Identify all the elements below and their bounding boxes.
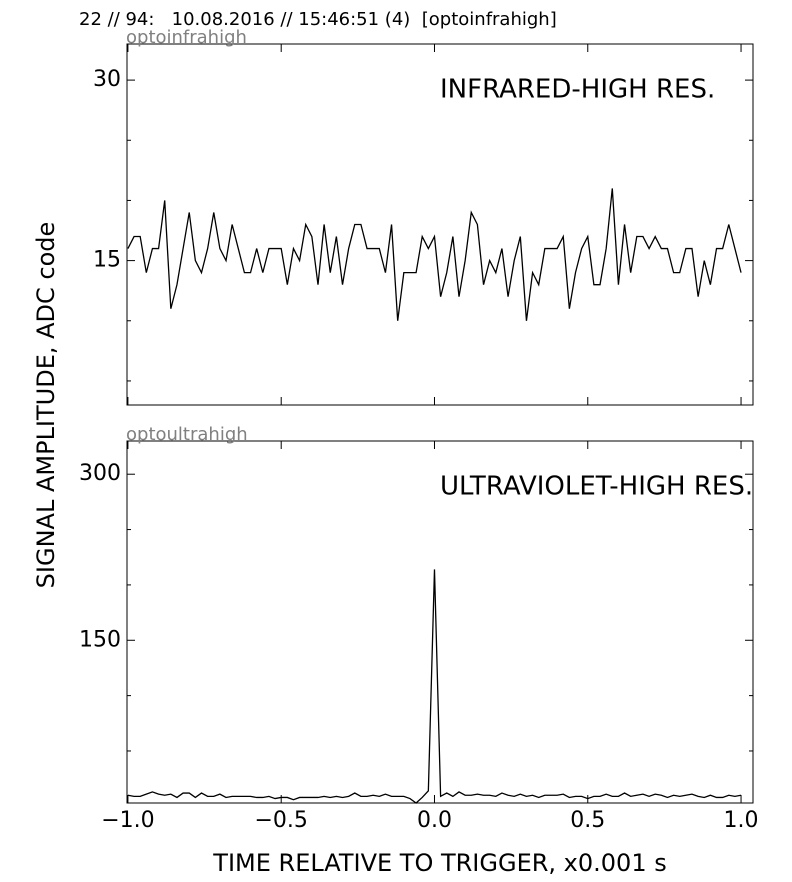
x-axis-label: TIME RELATIVE TO TRIGGER, x0.001 s bbox=[212, 849, 666, 877]
plot-subtitle: optoultrahigh bbox=[126, 424, 248, 445]
y-axis-label: SIGNAL AMPLITUDE, ADC code bbox=[32, 222, 60, 589]
plot-annotation: INFRARED-HIGH RES. bbox=[440, 75, 715, 105]
x-tick-label: 1.0 bbox=[724, 808, 759, 833]
plot-frame bbox=[126, 43, 754, 406]
header: 22 // 94: 10.08.2016 // 15:46:51 (4) [op… bbox=[79, 9, 557, 30]
y-tick-label: 150 bbox=[79, 627, 121, 652]
x-tick-label: 0.5 bbox=[570, 808, 605, 833]
y-tick-label: 30 bbox=[93, 67, 121, 92]
x-tick-label: −1.0 bbox=[101, 808, 154, 833]
y-tick-label: 15 bbox=[93, 248, 121, 273]
data-line bbox=[127, 188, 742, 321]
x-tick-label: 0.0 bbox=[417, 808, 452, 833]
plot-annotation: ULTRAVIOLET-HIGH RES. bbox=[440, 472, 753, 502]
x-tick-label: −0.5 bbox=[254, 808, 307, 833]
y-tick-label: 300 bbox=[79, 461, 121, 486]
plot-frame bbox=[126, 440, 754, 804]
plot-subtitle: optoinfrahigh bbox=[126, 27, 247, 48]
data-line bbox=[127, 569, 742, 804]
